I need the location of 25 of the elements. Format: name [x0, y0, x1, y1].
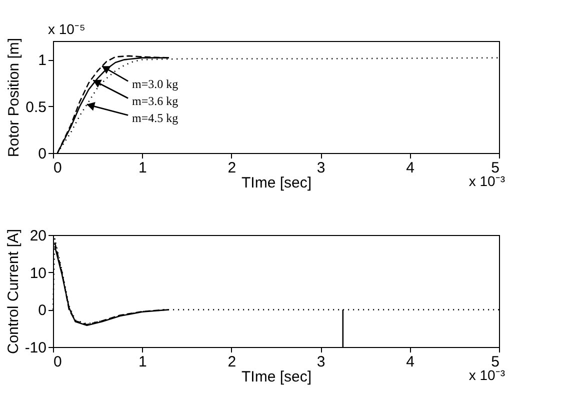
y-tick-label: 0: [38, 302, 46, 320]
x-axis-title: TIme [sec]: [241, 368, 312, 386]
y-axis-title: Control Current [A]: [4, 228, 22, 354]
y-tick-label: 10: [30, 264, 46, 282]
x-tick-label: 0: [54, 160, 62, 176]
annotation: m=3.0 kg: [132, 77, 178, 92]
x-tick-label: 1: [138, 160, 147, 176]
x-tick-label: 2: [228, 354, 236, 370]
x-tick-label: 4: [406, 354, 414, 370]
text: x 10⁻⁵: [48, 21, 86, 37]
y-tick-label: 0.5: [26, 98, 46, 116]
x-tick-label: 2: [228, 160, 236, 176]
y-tick-label: 0: [38, 146, 46, 162]
x-tick-label: 3: [316, 354, 326, 370]
x-tick-label: 0: [54, 354, 62, 370]
annotation: m=4.5 kg: [132, 111, 178, 126]
x-tick-label: 4: [406, 160, 414, 176]
y-axis-title: Rotor Position [m]: [6, 38, 23, 158]
x-axis-title: TIme [sec]: [241, 174, 312, 192]
y-tick-label: -10: [24, 340, 46, 356]
x-tick-label: 3: [316, 160, 326, 176]
y-tick-label: 20: [30, 228, 46, 244]
x-tick-label: 1: [138, 354, 147, 370]
y-tick-label: 1: [38, 52, 46, 70]
annotation: m=3.6 kg: [132, 94, 178, 108]
